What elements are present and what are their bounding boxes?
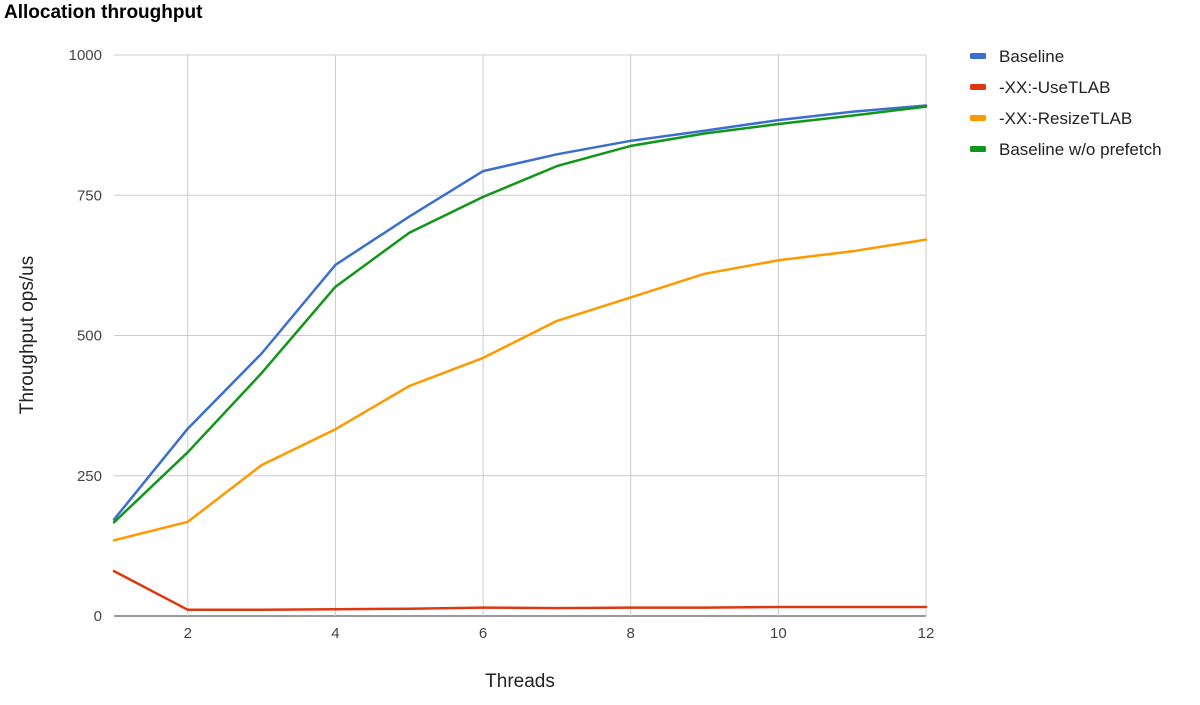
y-tick-label: 750 bbox=[77, 187, 102, 204]
y-tick-label: 1000 bbox=[69, 47, 102, 64]
legend-swatch-3 bbox=[970, 146, 986, 152]
legend-swatch-0 bbox=[970, 53, 986, 59]
x-axis-label: Threads bbox=[485, 671, 555, 692]
y-tick-label: 250 bbox=[77, 468, 102, 485]
x-axis-ticks: 2 4 6 8 10 12 bbox=[184, 625, 935, 642]
chart-title: Allocation throughput bbox=[4, 2, 203, 23]
series-line-1 bbox=[112, 569, 928, 612]
x-tick-label: 10 bbox=[770, 625, 787, 642]
y-axis-label: Throughput ops/us bbox=[17, 256, 38, 414]
x-tick-label: 8 bbox=[627, 625, 635, 642]
legend-label-2: -XX:-ResizeTLAB bbox=[999, 109, 1132, 128]
x-tick-label: 6 bbox=[479, 625, 487, 642]
legend-swatch-2 bbox=[970, 115, 986, 121]
legend-label-1: -XX:-UseTLAB bbox=[999, 78, 1110, 97]
series-line-3 bbox=[112, 105, 928, 524]
x-tick-label: 2 bbox=[184, 625, 192, 642]
series-line-2 bbox=[112, 238, 928, 542]
legend-label-0: Baseline bbox=[999, 47, 1064, 66]
y-tick-label: 0 bbox=[94, 608, 102, 625]
y-tick-label: 500 bbox=[77, 328, 102, 345]
legend-label-3: Baseline w/o prefetch bbox=[999, 140, 1162, 159]
legend: Baseline -XX:-UseTLAB -XX:-ResizeTLAB Basel… bbox=[970, 47, 1162, 159]
grid-lines bbox=[114, 54, 927, 617]
x-tick-label: 12 bbox=[918, 625, 935, 642]
plot-lines bbox=[112, 104, 928, 612]
series-line-0 bbox=[112, 104, 928, 521]
y-axis-ticks: 0 250 500 750 1000 bbox=[69, 47, 102, 625]
legend-swatch-1 bbox=[970, 84, 986, 90]
x-tick-label: 4 bbox=[331, 625, 339, 642]
